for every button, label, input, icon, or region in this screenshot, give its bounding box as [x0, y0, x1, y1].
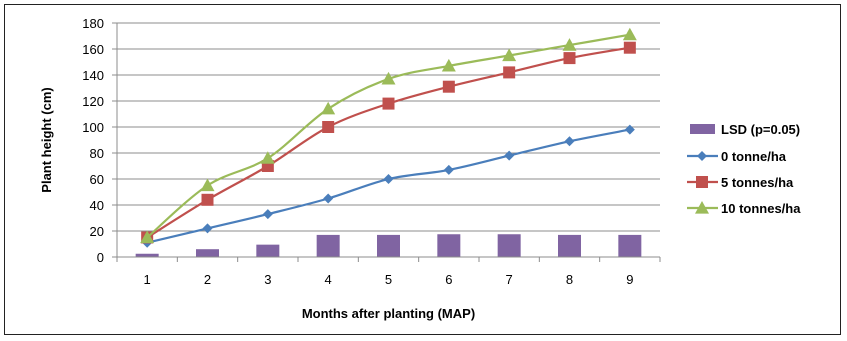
lsd-bar	[256, 244, 280, 257]
data-point	[260, 151, 275, 164]
series-line	[146, 46, 631, 239]
data-point	[201, 193, 214, 206]
y-tick-label: 20	[90, 224, 104, 239]
data-point	[441, 58, 456, 72]
legend-marker	[697, 151, 707, 161]
x-tick-label: 2	[204, 272, 211, 287]
data-point	[202, 223, 213, 234]
data-point	[564, 136, 575, 147]
data-point	[262, 209, 273, 220]
data-point	[623, 41, 636, 54]
legend-item: 0 tonne/ha	[687, 149, 787, 164]
lsd-bar	[618, 234, 642, 257]
legend-item: 10 tonnes/ha	[687, 201, 801, 216]
legend-label: LSD (p=0.05)	[721, 122, 800, 137]
y-tick-label: 180	[82, 16, 104, 31]
legend-label: 0 tonne/ha	[721, 149, 787, 164]
data-point	[321, 101, 336, 115]
legend-marker	[695, 201, 709, 214]
lsd-bar	[196, 249, 219, 257]
data-point	[140, 230, 155, 244]
y-tick-label: 0	[97, 250, 104, 265]
series-1	[142, 124, 635, 248]
series-3	[140, 27, 637, 244]
data-point	[323, 193, 334, 204]
y-tick-label: 140	[82, 68, 104, 83]
series-line	[146, 33, 631, 239]
data-point	[443, 164, 454, 175]
y-tick-label: 40	[90, 198, 104, 213]
y-tick-labels: 0 20 40 60 80 100 120 140 160 180	[82, 16, 104, 265]
x-tick-label: 3	[264, 272, 271, 287]
data-point	[503, 66, 516, 79]
data-point	[383, 174, 394, 184]
lsd-bar	[135, 253, 159, 257]
y-tick-label: 160	[82, 42, 104, 57]
legend: LSD (p=0.05) 0 tonne/ha 5 tonnes/ha 10 tonn…	[687, 122, 801, 216]
x-tick-label: 1	[144, 272, 151, 287]
lsd-bars	[135, 234, 642, 257]
series-2	[141, 41, 636, 244]
series-line	[146, 128, 631, 244]
chart-frame	[4, 4, 841, 335]
data-point	[442, 80, 455, 93]
y-tick-label: 120	[82, 94, 104, 109]
gridlines	[117, 22, 660, 232]
x-tick-label: 5	[385, 272, 392, 287]
legend-item: 5 tonnes/ha	[687, 175, 794, 190]
y-axis-title: Plant height (cm)	[39, 87, 54, 192]
lsd-bar	[437, 234, 461, 257]
legend-label: 5 tonnes/ha	[721, 175, 794, 190]
data-point	[382, 97, 395, 110]
y-tick-label: 60	[90, 172, 104, 187]
x-tick-label: 6	[445, 272, 452, 287]
data-point	[502, 48, 517, 62]
x-tick-label: 9	[626, 272, 633, 287]
x-tick-label: 8	[566, 272, 573, 287]
y-tick-label: 100	[82, 120, 104, 135]
lsd-bar	[316, 234, 340, 257]
series-lines	[140, 27, 637, 248]
data-point	[562, 38, 577, 51]
data-point	[381, 71, 396, 85]
legend-marker	[696, 176, 708, 188]
data-point	[322, 121, 335, 133]
data-point	[504, 150, 515, 161]
legend-swatch	[690, 124, 715, 134]
x-axis-title: Months after planting (MAP)	[302, 306, 475, 321]
x-tick-label: 4	[325, 272, 332, 287]
x-tick-label: 7	[506, 272, 513, 287]
data-point	[624, 124, 635, 135]
data-point	[563, 52, 576, 65]
lsd-bar	[558, 234, 581, 257]
data-point	[622, 27, 637, 41]
y-tick-label: 80	[90, 146, 104, 161]
legend-item: LSD (p=0.05)	[690, 122, 800, 137]
x-tick-labels: 1 2 3 4 5 6 7 8 9	[144, 272, 634, 287]
legend-label: 10 tonnes/ha	[721, 201, 801, 216]
lsd-bar	[377, 234, 400, 257]
data-point	[200, 178, 215, 192]
axes	[112, 22, 661, 262]
lsd-bar	[497, 234, 521, 257]
